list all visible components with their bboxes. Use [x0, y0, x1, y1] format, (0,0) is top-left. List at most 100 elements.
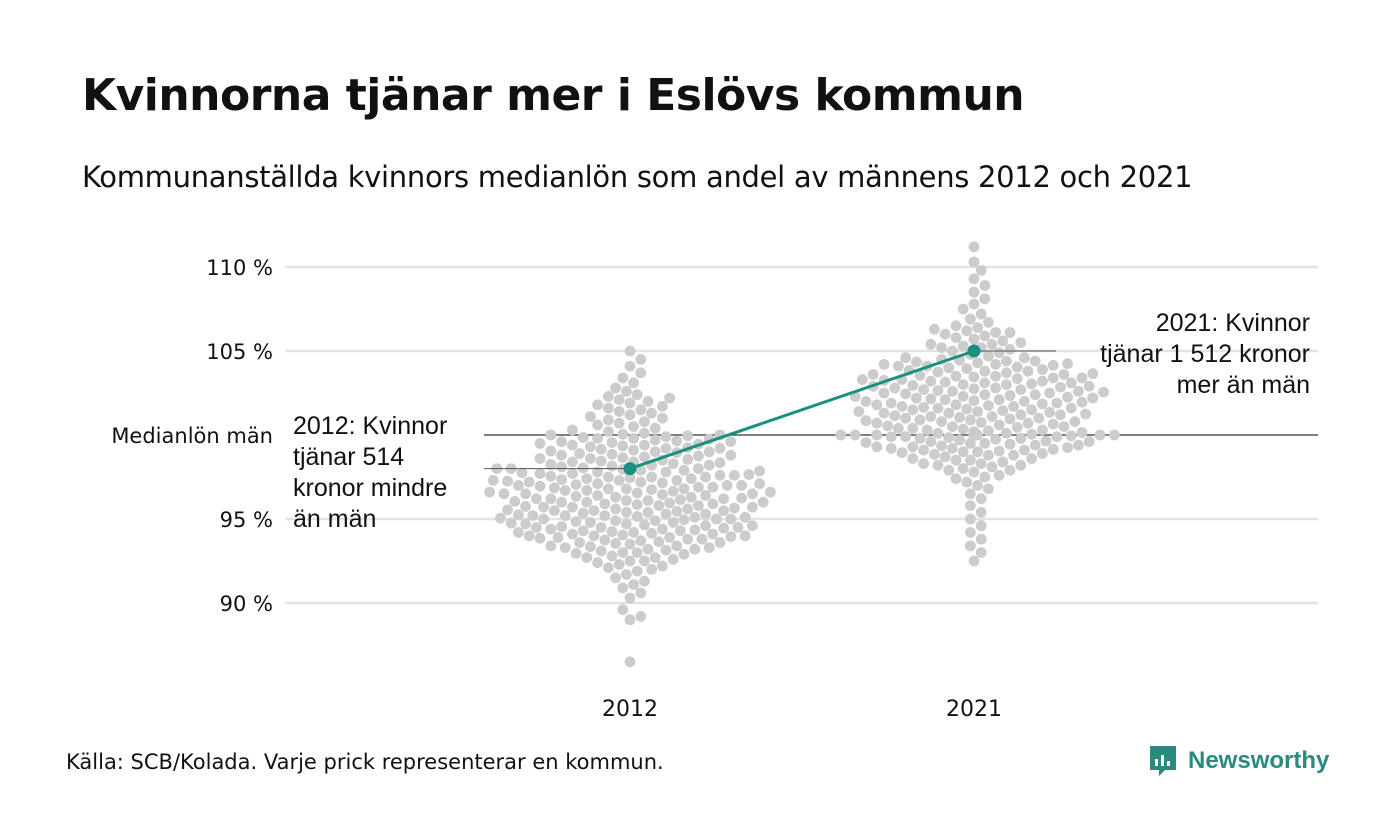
municipality-dot: [585, 411, 596, 422]
municipality-dot: [925, 411, 937, 422]
municipality-dot: [610, 503, 621, 515]
municipality-dot: [599, 534, 611, 546]
municipality-dot: [939, 394, 951, 406]
municipality-dot: [628, 421, 639, 432]
municipality-dot: [968, 256, 980, 268]
municipality-dot: [878, 387, 890, 399]
municipality-dot: [914, 433, 926, 444]
municipality-dot: [639, 519, 650, 531]
municipality-dot: [986, 461, 998, 473]
municipality-dot: [957, 423, 969, 435]
municipality-dot: [965, 438, 976, 449]
municipality-dot: [950, 454, 962, 466]
municipality-dot: [975, 520, 987, 532]
municipality-dot: [739, 530, 751, 542]
municipality-dot: [1062, 358, 1073, 369]
municipality-dot: [950, 320, 962, 332]
municipality-dot: [592, 466, 603, 478]
municipality-dot: [714, 443, 726, 454]
municipality-dot: [624, 656, 636, 668]
municipality-dot: [979, 389, 991, 401]
municipality-dot: [943, 464, 955, 476]
municipality-dot: [1047, 418, 1059, 430]
municipality-dot: [983, 483, 994, 495]
grid-lines: [285, 265, 1318, 605]
municipality-dot: [671, 435, 683, 447]
municipality-dot: [617, 372, 629, 384]
municipality-dot: [603, 402, 614, 414]
annotation-2021-line: mer än män: [1177, 371, 1310, 399]
municipality-dot: [943, 362, 955, 374]
municipality-dot: [1076, 372, 1088, 384]
municipality-dot: [896, 447, 908, 458]
municipality-dot: [628, 527, 639, 538]
municipality-dot: [660, 544, 672, 556]
municipality-dot: [993, 347, 1005, 359]
municipality-dot: [714, 537, 726, 548]
municipality-dot: [1001, 379, 1012, 390]
annotation-2012-line: tjänar 514: [293, 443, 404, 471]
municipality-dot: [570, 479, 582, 490]
municipality-dot: [700, 508, 711, 520]
municipality-dot: [972, 480, 983, 491]
municipality-dot: [595, 545, 607, 557]
municipality-dot: [765, 486, 776, 498]
chart-subtitle: Kommunanställda kvinnors medianlön som a…: [82, 160, 1193, 194]
municipality-dot: [900, 412, 911, 424]
municipality-dot: [624, 592, 636, 604]
municipality-dot: [1022, 365, 1034, 377]
municipality-dot: [911, 356, 922, 368]
municipality-dot: [896, 401, 908, 412]
municipality-dot: [610, 491, 621, 503]
municipality-dot: [671, 475, 683, 486]
municipality-dot: [574, 537, 585, 548]
municipality-dot: [649, 422, 661, 434]
municipality-dot: [513, 509, 524, 521]
municipality-dot: [983, 400, 994, 411]
municipality-dot: [513, 527, 524, 538]
municipality-dot: [871, 399, 883, 411]
municipality-dot: [729, 469, 740, 481]
municipality-dot: [947, 385, 958, 397]
municipality-dot: [907, 422, 919, 434]
municipality-dot: [950, 473, 962, 485]
municipality-dot: [498, 488, 510, 500]
municipality-dot: [983, 317, 994, 328]
municipality-dot: [624, 397, 636, 409]
municipality-dot: [581, 485, 593, 496]
municipality-dot: [968, 383, 980, 395]
municipality-dot: [577, 507, 589, 519]
municipality-dot: [657, 560, 668, 572]
municipality-dot: [585, 517, 596, 528]
municipality-dot: [957, 446, 969, 458]
municipality-dot: [983, 425, 994, 437]
municipality-dot: [603, 562, 614, 574]
municipality-dot: [577, 525, 589, 537]
municipality-dot: [639, 439, 650, 451]
municipality-dot: [925, 436, 937, 448]
brand-logo: Newsworthy: [1148, 744, 1329, 778]
municipality-dot: [675, 525, 686, 537]
municipality-dot: [1058, 369, 1070, 380]
municipality-dot: [936, 440, 947, 452]
municipality-dot: [975, 493, 987, 505]
municipality-dot: [534, 438, 546, 449]
bar-chart-icon: [1150, 746, 1176, 776]
municipality-dot: [932, 402, 944, 414]
municipality-dot: [718, 493, 729, 505]
municipality-dot: [696, 533, 708, 545]
municipality-dot: [693, 481, 704, 493]
municipality-dot: [979, 293, 991, 305]
municipality-dot: [534, 480, 546, 492]
municipality-dot: [725, 513, 737, 525]
municipality-dot: [531, 522, 542, 533]
municipality-dot: [1001, 427, 1012, 439]
municipality-dot: [957, 391, 969, 402]
municipality-dot: [860, 415, 872, 427]
municipality-dot: [1004, 438, 1016, 450]
municipality-dot: [1073, 439, 1084, 451]
municipality-dot: [965, 488, 976, 500]
source-note: Källa: SCB/Kolada. Varje prick represent…: [66, 750, 664, 774]
municipality-dot: [893, 422, 904, 434]
